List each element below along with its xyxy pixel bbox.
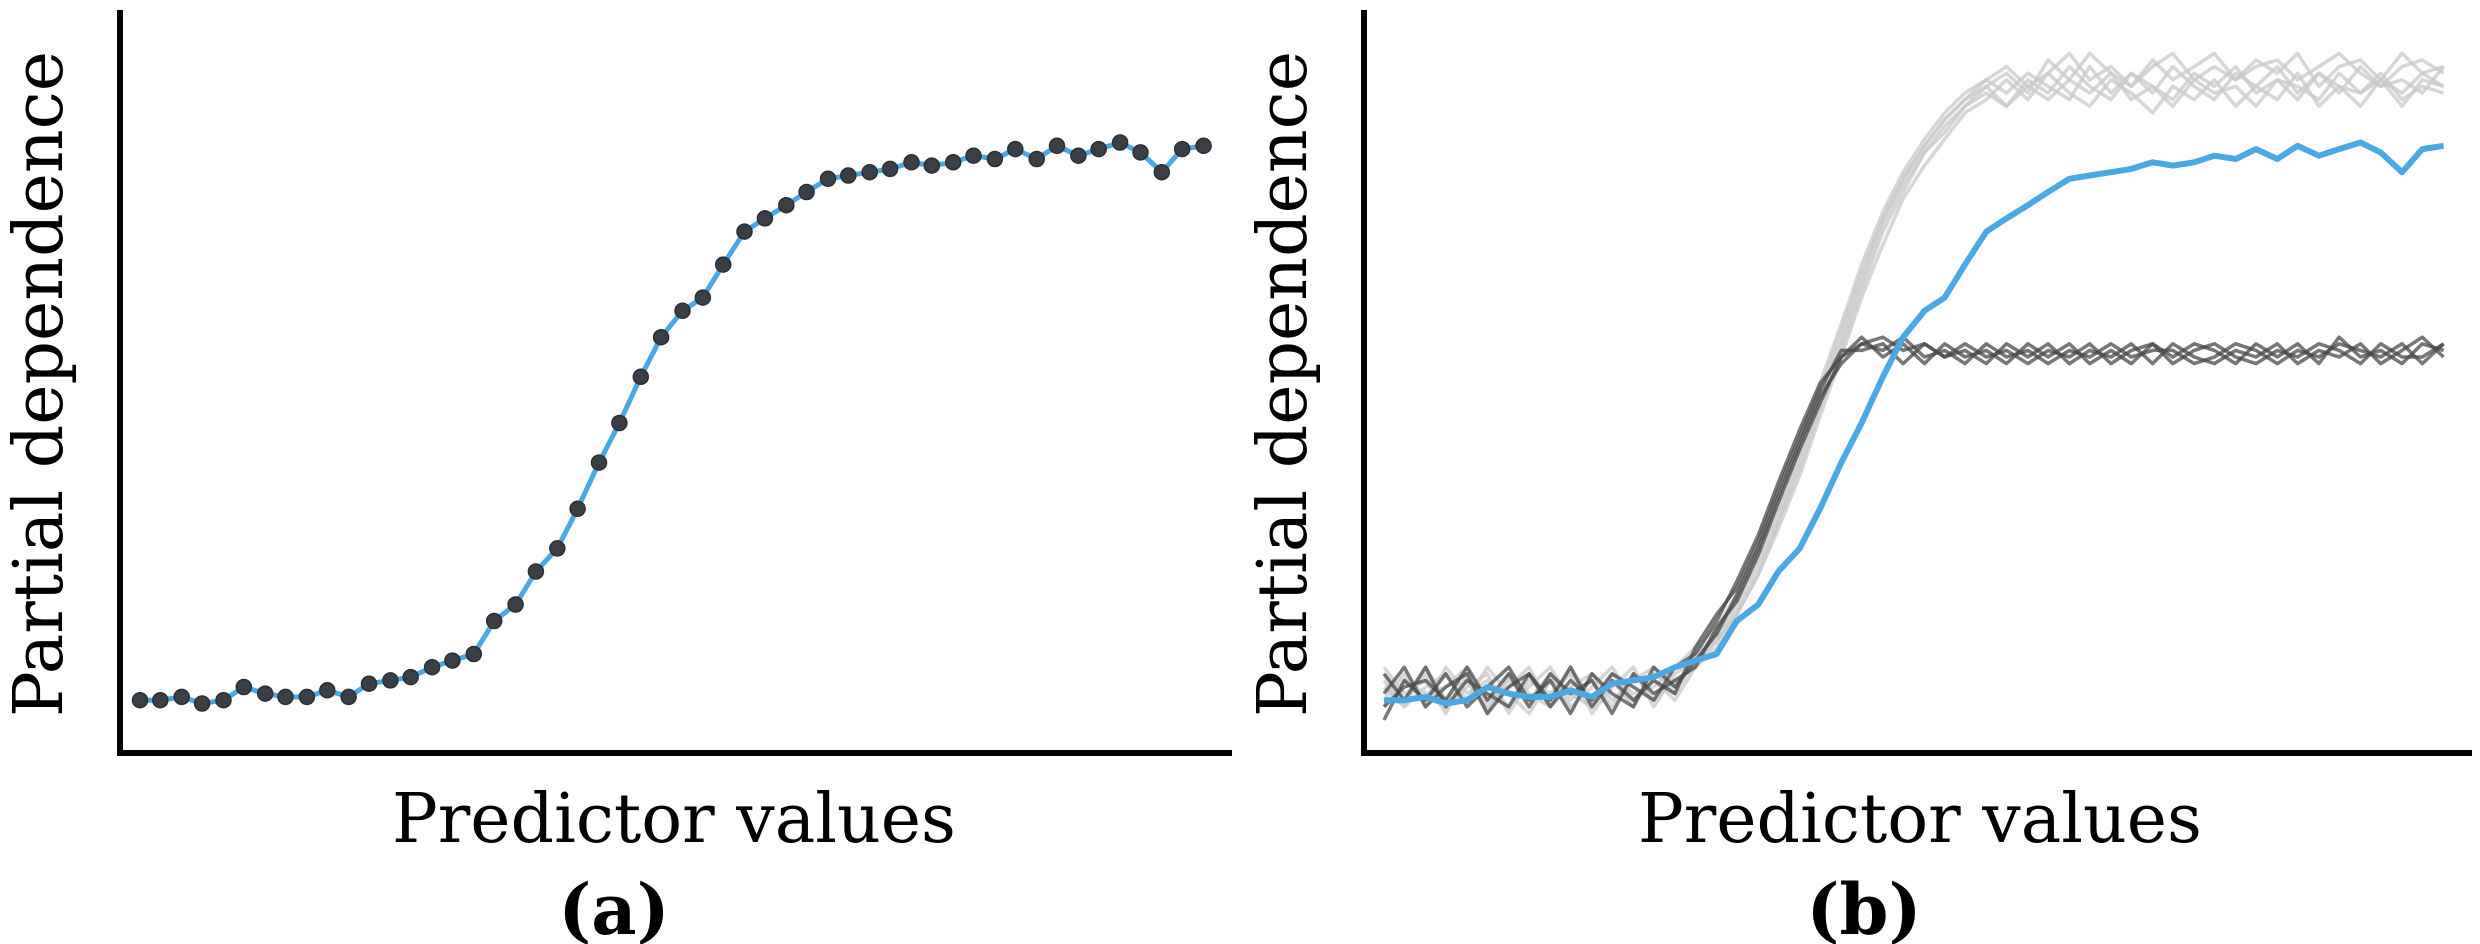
panel-a-data-point bbox=[1028, 150, 1045, 168]
panel-a-data-point bbox=[881, 160, 899, 178]
panel-a-data-point bbox=[965, 147, 982, 164]
panel-b-y-axis-title: Partial dependence bbox=[1244, 51, 1323, 717]
panel-a-data-point bbox=[1111, 134, 1129, 151]
panel-a-data-point bbox=[131, 691, 149, 709]
panel-a-data-point bbox=[1048, 137, 1066, 155]
panel-a-data-point bbox=[798, 183, 815, 201]
panel-a-data-point bbox=[152, 691, 169, 709]
panel-a-data-point bbox=[215, 691, 232, 709]
panel-a-data-point bbox=[340, 688, 357, 706]
panel-a-y-axis-title: Partial dependence bbox=[0, 51, 79, 717]
panel-a-data-point bbox=[485, 612, 503, 630]
panel-a-data-point bbox=[714, 256, 732, 273]
panel-a-average-line bbox=[140, 140, 1204, 706]
panel-a-data-point bbox=[173, 688, 190, 706]
panel-a-data-point bbox=[840, 167, 857, 184]
panel-b-individual-line-dark bbox=[1382, 342, 2445, 716]
panel-a-data-point bbox=[1007, 140, 1024, 158]
panel-b-label: (b) bbox=[1806, 868, 1921, 944]
panel-a-data-point bbox=[444, 652, 461, 669]
panel-a-data-point bbox=[382, 672, 399, 689]
panel-a: Predictor values Partial dependence (a) bbox=[0, 10, 1232, 944]
panel-b-x-axis-title: Predictor values bbox=[1638, 780, 2202, 859]
panel-a-data-point bbox=[1195, 137, 1212, 155]
panel-a-data-point bbox=[694, 289, 712, 306]
panel-a-data-point bbox=[632, 368, 650, 386]
panel-b-plot bbox=[1382, 51, 2445, 721]
panel-a-data-point bbox=[507, 596, 524, 613]
panel-b-average-line bbox=[1384, 139, 2445, 707]
panel-a-data-point bbox=[298, 688, 316, 706]
panel-a-data-point bbox=[590, 454, 608, 471]
panel-a-data-point bbox=[1090, 140, 1107, 158]
panel-a-data-point bbox=[277, 688, 294, 706]
panel-a-data-point bbox=[736, 223, 753, 240]
panel-a-plot bbox=[131, 134, 1212, 712]
panel-a-data-point bbox=[819, 170, 837, 188]
panel-a-data-point bbox=[756, 210, 774, 227]
panel-b-individual-line-light bbox=[1382, 64, 2445, 716]
panel-b-individual-line-dark bbox=[1382, 335, 2445, 709]
panel-a-data-point bbox=[778, 196, 795, 214]
panel-a-data-point bbox=[861, 163, 878, 181]
panel-a-data-point bbox=[903, 154, 920, 171]
panel-a-data-point bbox=[611, 414, 628, 432]
panel-a-x-axis-title: Predictor values bbox=[392, 780, 956, 859]
panel-a-data-point bbox=[1153, 163, 1171, 181]
panel-a-data-point bbox=[527, 563, 545, 580]
panel-b-individual-line-light bbox=[1382, 71, 2445, 709]
panel-a-data-point bbox=[465, 645, 483, 663]
panel-b-individual-line-dark bbox=[1382, 335, 2445, 721]
panel-a-data-point bbox=[569, 500, 586, 518]
panel-b-individual-line-dark bbox=[1382, 335, 2445, 716]
panel-a-data-point bbox=[1070, 147, 1087, 164]
panel-a-data-point bbox=[319, 682, 336, 699]
panel-a-data-point bbox=[652, 328, 670, 346]
panel-a-data-point bbox=[944, 154, 962, 171]
panel-a-data-point bbox=[402, 668, 419, 686]
panel-a-label: (a) bbox=[558, 868, 670, 944]
panel-a-data-point bbox=[549, 540, 566, 557]
panel-a-data-point bbox=[1132, 144, 1149, 161]
panel-a-data-point bbox=[423, 658, 441, 676]
panel-a-data-point bbox=[1173, 140, 1191, 158]
panel-a-data-point bbox=[193, 695, 211, 712]
panel-a-data-point bbox=[674, 302, 691, 320]
panel-a-data-point bbox=[235, 678, 253, 696]
panel-a-data-point bbox=[256, 685, 274, 702]
panel-a-data-point bbox=[360, 675, 378, 692]
panel-b: Predictor values Partial dependence (b) bbox=[1244, 10, 2472, 944]
panel-a-data-point bbox=[986, 150, 1004, 168]
panel-a-data-point bbox=[923, 157, 941, 174]
